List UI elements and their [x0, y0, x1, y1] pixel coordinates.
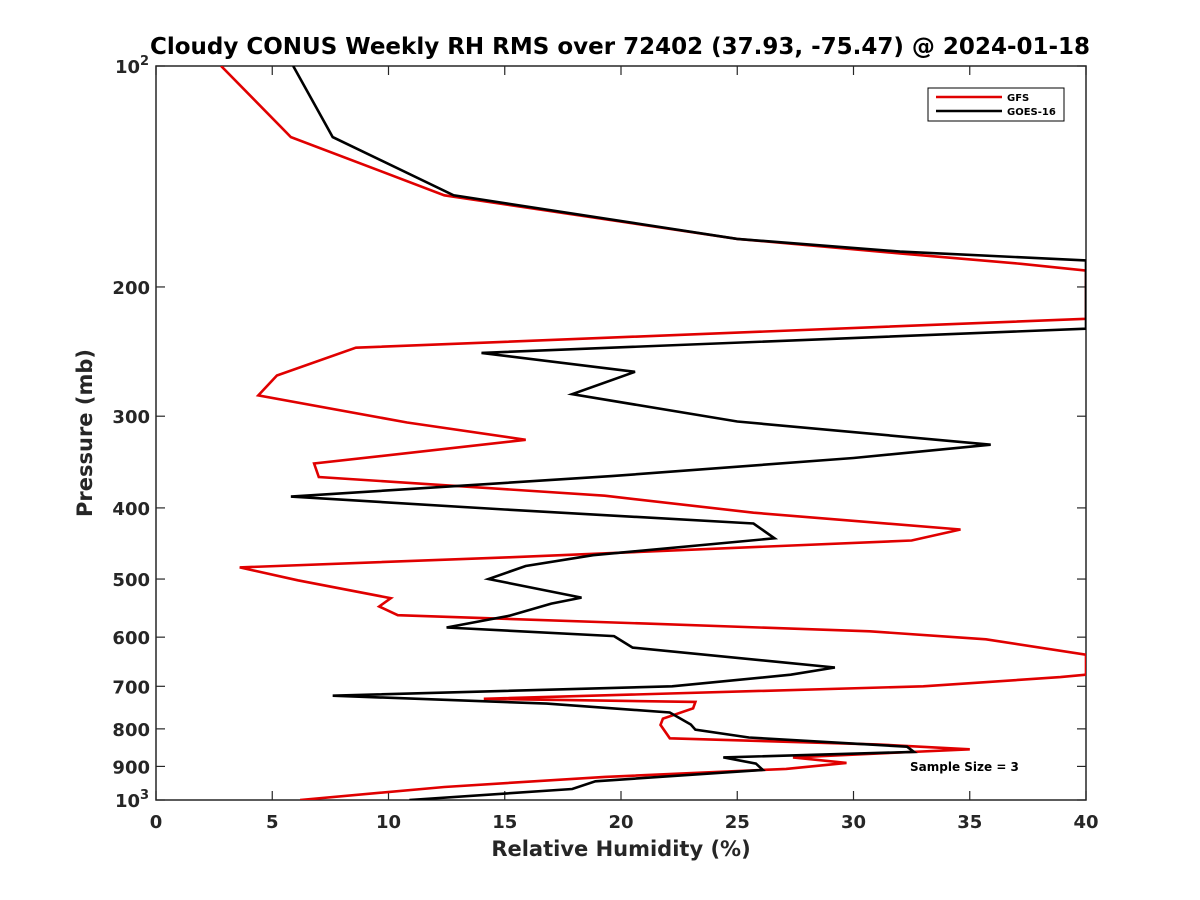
y-tick-label: 10 [115, 57, 140, 78]
x-tick-label: 15 [492, 812, 517, 833]
x-tick-label: 0 [150, 812, 163, 833]
y-tick-label: 300 [112, 407, 150, 428]
y-tick-label: 200 [112, 278, 150, 299]
sample-size-annotation: Sample Size = 3 [910, 760, 1019, 774]
series-line-goes-16 [290, 66, 1086, 800]
y-tick-label: 10 [115, 791, 140, 812]
x-tick-label: 25 [725, 812, 750, 833]
x-axis: 0 5 10 15 20 25 30 35 40 [150, 66, 1099, 833]
legend-box [927, 87, 1065, 122]
y-tick-label: 500 [112, 570, 150, 591]
x-tick-label: 10 [376, 812, 401, 833]
y-axis-label: Pressure (mb) [73, 349, 97, 517]
x-tick-label: 40 [1073, 812, 1098, 833]
chart-title: Cloudy CONUS Weekly RH RMS over 72402 (3… [150, 34, 1090, 60]
legend: GFS GOES-16 [927, 87, 1065, 122]
series-line-gfs [220, 66, 1086, 800]
y-tick-label: 800 [112, 720, 150, 741]
y-tick-label: 700 [112, 677, 150, 698]
x-tick-label: 30 [841, 812, 866, 833]
series-layer [220, 66, 1086, 800]
x-tick-label: 20 [608, 812, 633, 833]
x-axis-label: Relative Humidity (%) [491, 837, 750, 861]
legend-label: GFS [1007, 93, 1029, 104]
y-tick-label: 900 [112, 757, 150, 778]
legend-label: GOES-16 [1007, 107, 1056, 118]
y-tick-label: 600 [112, 628, 150, 649]
x-tick-label: 5 [266, 812, 279, 833]
y-tick-label-exponent: 2 [140, 54, 149, 69]
y-tick-label-exponent: 3 [140, 788, 149, 803]
y-tick-label: 400 [112, 499, 150, 520]
x-tick-label: 35 [957, 812, 982, 833]
